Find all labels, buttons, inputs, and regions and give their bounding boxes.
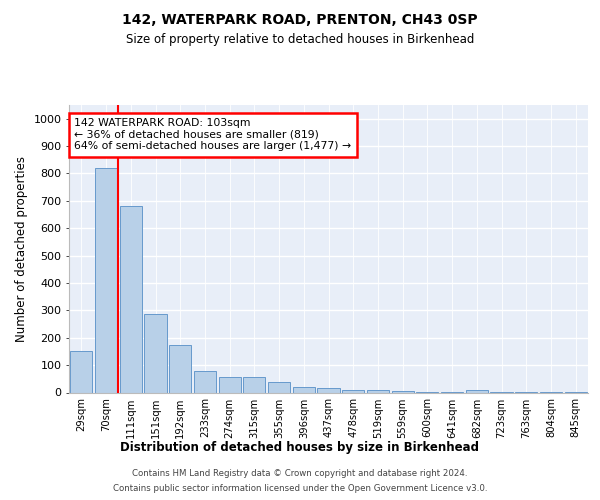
Bar	[466, 390, 488, 392]
Bar	[367, 390, 389, 392]
Bar	[342, 390, 364, 392]
Bar	[70, 352, 92, 393]
Bar	[194, 371, 216, 392]
Bar	[392, 391, 414, 392]
Text: Distribution of detached houses by size in Birkenhead: Distribution of detached houses by size …	[121, 441, 479, 454]
Text: 142, WATERPARK ROAD, PRENTON, CH43 0SP: 142, WATERPARK ROAD, PRENTON, CH43 0SP	[122, 12, 478, 26]
Text: Size of property relative to detached houses in Birkenhead: Size of property relative to detached ho…	[126, 32, 474, 46]
Bar	[218, 377, 241, 392]
Bar	[95, 168, 117, 392]
Bar	[317, 388, 340, 392]
Bar	[169, 344, 191, 393]
Bar	[268, 382, 290, 392]
Bar	[119, 206, 142, 392]
Bar	[145, 314, 167, 392]
Text: 142 WATERPARK ROAD: 103sqm
← 36% of detached houses are smaller (819)
64% of sem: 142 WATERPARK ROAD: 103sqm ← 36% of deta…	[74, 118, 352, 151]
Bar	[293, 387, 315, 392]
Text: Contains HM Land Registry data © Crown copyright and database right 2024.: Contains HM Land Registry data © Crown c…	[132, 469, 468, 478]
Y-axis label: Number of detached properties: Number of detached properties	[15, 156, 28, 342]
Text: Contains public sector information licensed under the Open Government Licence v3: Contains public sector information licen…	[113, 484, 487, 493]
Bar	[243, 378, 265, 392]
